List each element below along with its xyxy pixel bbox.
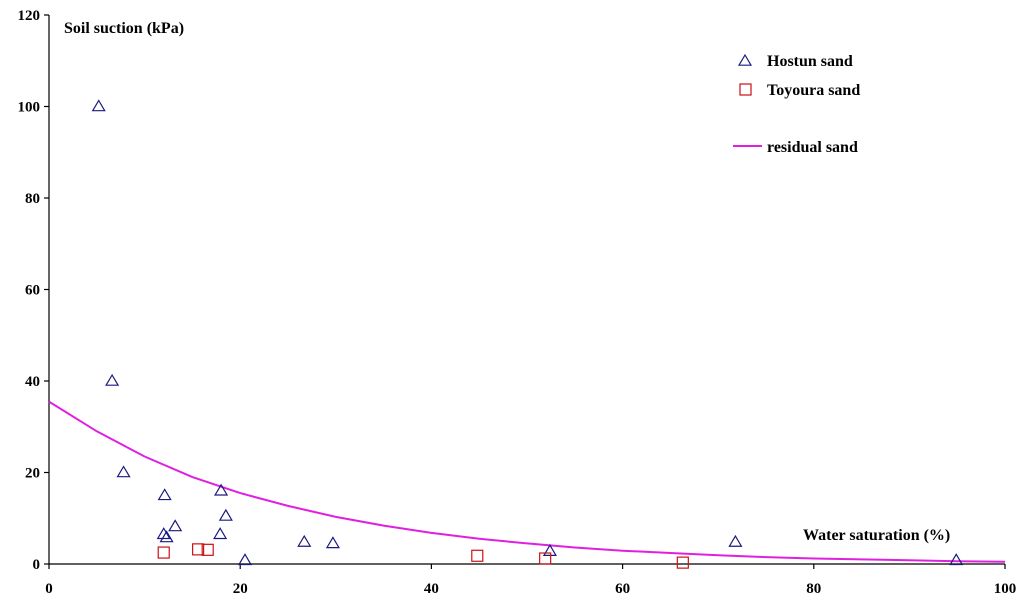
- legend-label-toyoura: Toyoura sand: [767, 82, 860, 99]
- hostun-point: [91, 99, 106, 112]
- legend: Hostun sand Toyoura sand residual sand: [733, 53, 860, 156]
- hostun-point: [325, 536, 340, 549]
- y-ticks: 0 20 40 60 80 100 120: [18, 8, 49, 573]
- legend-label-residual: residual sand: [767, 139, 858, 156]
- y-tick-label: 0: [33, 557, 41, 573]
- axes: 0 20 40 60 80 100 120 0 20 40 60 80 100: [18, 8, 1017, 597]
- hostun-point: [213, 527, 228, 540]
- legend-label-hostun: Hostun sand: [767, 53, 853, 70]
- hostun-point: [237, 553, 253, 566]
- hostun-point: [116, 465, 131, 478]
- y-tick-label: 40: [25, 374, 40, 390]
- y-tick-label: 20: [25, 466, 40, 482]
- legend-item-residual: residual sand: [733, 139, 858, 156]
- hostun-point: [214, 483, 229, 496]
- hostun-point: [157, 488, 172, 501]
- toyoura-point: [192, 543, 205, 556]
- y-axis-title: Soil suction (kPa): [64, 20, 184, 37]
- legend-item-hostun: Hostun sand: [737, 53, 853, 70]
- x-ticks: 0 20 40 60 80 100: [45, 564, 1016, 597]
- toyoura-point: [676, 556, 689, 569]
- hostun-point: [168, 519, 183, 532]
- y-tick-label: 80: [25, 191, 40, 207]
- hostun-point: [949, 553, 964, 566]
- toyoura-point: [201, 543, 214, 556]
- hostun-point: [218, 508, 233, 521]
- x-tick-label: 40: [424, 581, 439, 597]
- toyoura-point: [539, 552, 552, 565]
- toyoura-point: [471, 549, 484, 562]
- x-axis-title: Water saturation (%): [803, 527, 950, 544]
- legend-item-toyoura: Toyoura sand: [739, 82, 860, 99]
- legend-square-marker: [739, 83, 752, 96]
- hostun-point: [105, 373, 120, 386]
- series-layer: [48, 99, 1006, 569]
- x-tick-label: 60: [615, 581, 630, 597]
- hostun-point: [156, 527, 171, 540]
- x-tick-label: 80: [806, 581, 821, 597]
- y-tick-label: 60: [25, 283, 40, 299]
- residual-sand-curve: [48, 400, 1006, 563]
- x-tick-label: 100: [994, 581, 1017, 597]
- hostun-point: [159, 530, 174, 543]
- hostun-point: [542, 544, 557, 556]
- y-tick-label: 100: [18, 100, 41, 116]
- y-tick-label: 120: [18, 8, 41, 24]
- x-tick-label: 20: [233, 581, 248, 597]
- toyoura-point: [157, 546, 170, 559]
- hostun-point: [728, 534, 743, 547]
- x-tick-label: 0: [45, 581, 53, 597]
- legend-triangle-marker: [737, 53, 753, 66]
- hostun-point: [297, 534, 312, 547]
